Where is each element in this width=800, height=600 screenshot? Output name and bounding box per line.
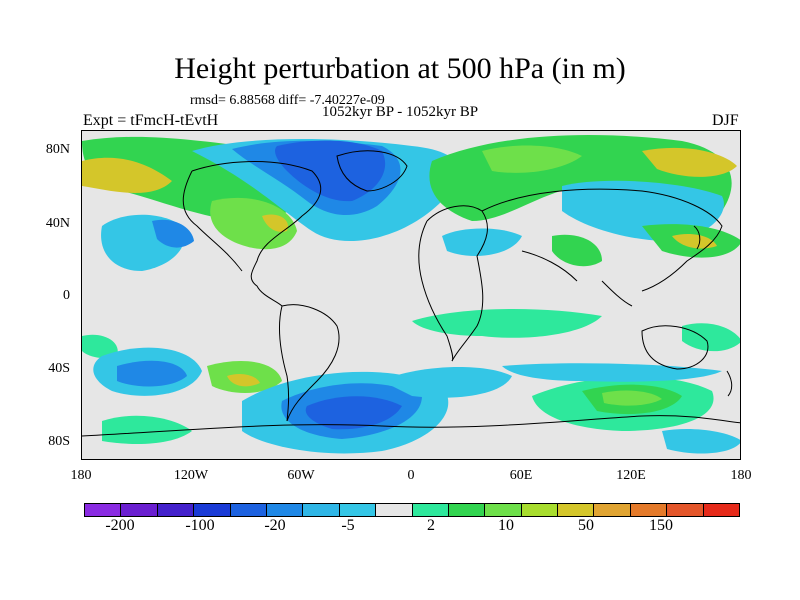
colorbar-swatch	[521, 504, 559, 516]
colorbar-swatch	[703, 504, 740, 516]
colorbar-swatch	[85, 504, 122, 516]
lon-tick-label: 120W	[173, 468, 209, 483]
lon-tick-label: 180	[70, 468, 92, 483]
colorbar-swatch	[194, 504, 231, 516]
season-label: DJF	[712, 112, 739, 129]
colorbar-label: -100	[185, 517, 215, 534]
colorbar-swatch	[230, 504, 267, 516]
colorbar-label: 50	[578, 517, 594, 534]
lat-tick-label: 0	[63, 288, 70, 303]
colorbar-swatch	[376, 504, 413, 516]
colorbar-swatch	[412, 504, 449, 516]
colorbar-label: -5	[341, 517, 355, 534]
colorbar-label: -20	[264, 517, 286, 534]
lon-tick-label: 180	[730, 468, 752, 483]
colorbar-swatch	[303, 504, 340, 516]
lat-tick-label: 80S	[48, 434, 70, 449]
colorbar-label: 10	[498, 517, 514, 534]
coastlines	[82, 150, 740, 437]
colorbar-swatch	[339, 504, 377, 516]
colorbar-swatch	[630, 504, 668, 516]
lat-tick-label: 40N	[45, 216, 70, 231]
lat-tick-label: 40S	[48, 361, 70, 376]
lon-tick-label: 60W	[287, 468, 315, 483]
colorbar-swatch	[485, 504, 522, 516]
colorbar-label: 2	[427, 517, 435, 534]
lon-tick-label: 120E	[616, 468, 646, 483]
lon-tick-label: 0	[407, 468, 415, 483]
map-panel	[81, 130, 741, 460]
colorbar-swatch	[157, 504, 195, 516]
stats-line: rmsd= 6.88568 diff= -7.40227e-09	[190, 93, 385, 108]
colorbar-swatch	[558, 504, 595, 516]
colorbar-label: 150	[649, 517, 673, 534]
colorbar-swatch	[448, 504, 486, 516]
colorbar-swatch	[121, 504, 158, 516]
chart-title: Height perturbation at 500 hPa (in m)	[174, 52, 626, 85]
colorbar-swatch	[266, 504, 304, 516]
lat-tick-label: 80N	[45, 142, 70, 157]
colorbar-label: -200	[105, 517, 135, 534]
colorbar-swatch	[594, 504, 631, 516]
map-svg	[82, 131, 740, 459]
period-label: 1052kyr BP - 1052kyr BP	[322, 104, 479, 120]
experiment-label: Expt = tFmcH-tEvtH	[83, 112, 219, 129]
colorbar	[84, 503, 740, 517]
contour-field	[82, 135, 740, 454]
lon-tick-label: 60E	[509, 468, 533, 483]
colorbar-swatch	[667, 504, 704, 516]
